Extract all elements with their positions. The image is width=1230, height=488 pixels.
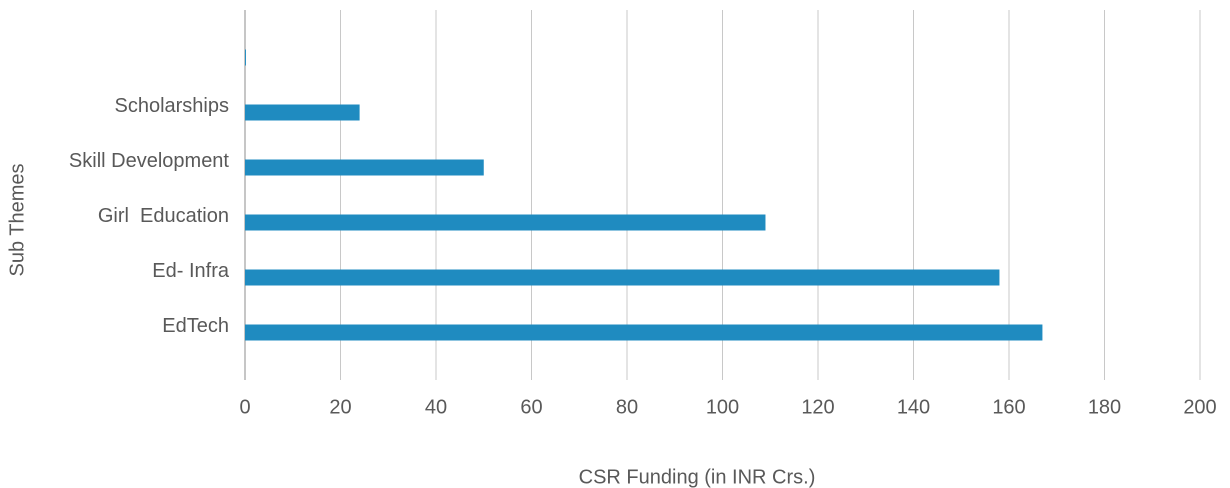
x-axis-title: CSR Funding (in INR Crs.) <box>579 466 816 488</box>
x-tick-label: 60 <box>520 396 542 418</box>
x-tick-label: 40 <box>425 396 447 418</box>
x-tick-label: 140 <box>897 396 930 418</box>
y-tick-label: Ed- Infra <box>152 260 230 282</box>
bar <box>245 214 766 231</box>
bar <box>245 324 1043 341</box>
bar <box>245 49 246 66</box>
bar <box>245 104 360 121</box>
x-tick-label: 100 <box>706 396 739 418</box>
y-tick-label: Girl Education <box>98 205 229 227</box>
x-tick-label: 160 <box>992 396 1025 418</box>
x-tick-label: 0 <box>239 396 250 418</box>
y-axis-title: Sub Themes <box>6 163 28 276</box>
x-tick-label: 180 <box>1088 396 1121 418</box>
y-tick-label: Scholarships <box>114 95 229 117</box>
bar <box>245 269 1000 286</box>
y-tick-label: EdTech <box>162 315 229 337</box>
bar <box>245 159 484 176</box>
y-tick-label: Skill Development <box>69 150 230 172</box>
x-tick-label: 120 <box>801 396 834 418</box>
x-tick-label: 20 <box>329 396 351 418</box>
x-tick-label: 200 <box>1183 396 1216 418</box>
x-tick-label: 80 <box>616 396 638 418</box>
